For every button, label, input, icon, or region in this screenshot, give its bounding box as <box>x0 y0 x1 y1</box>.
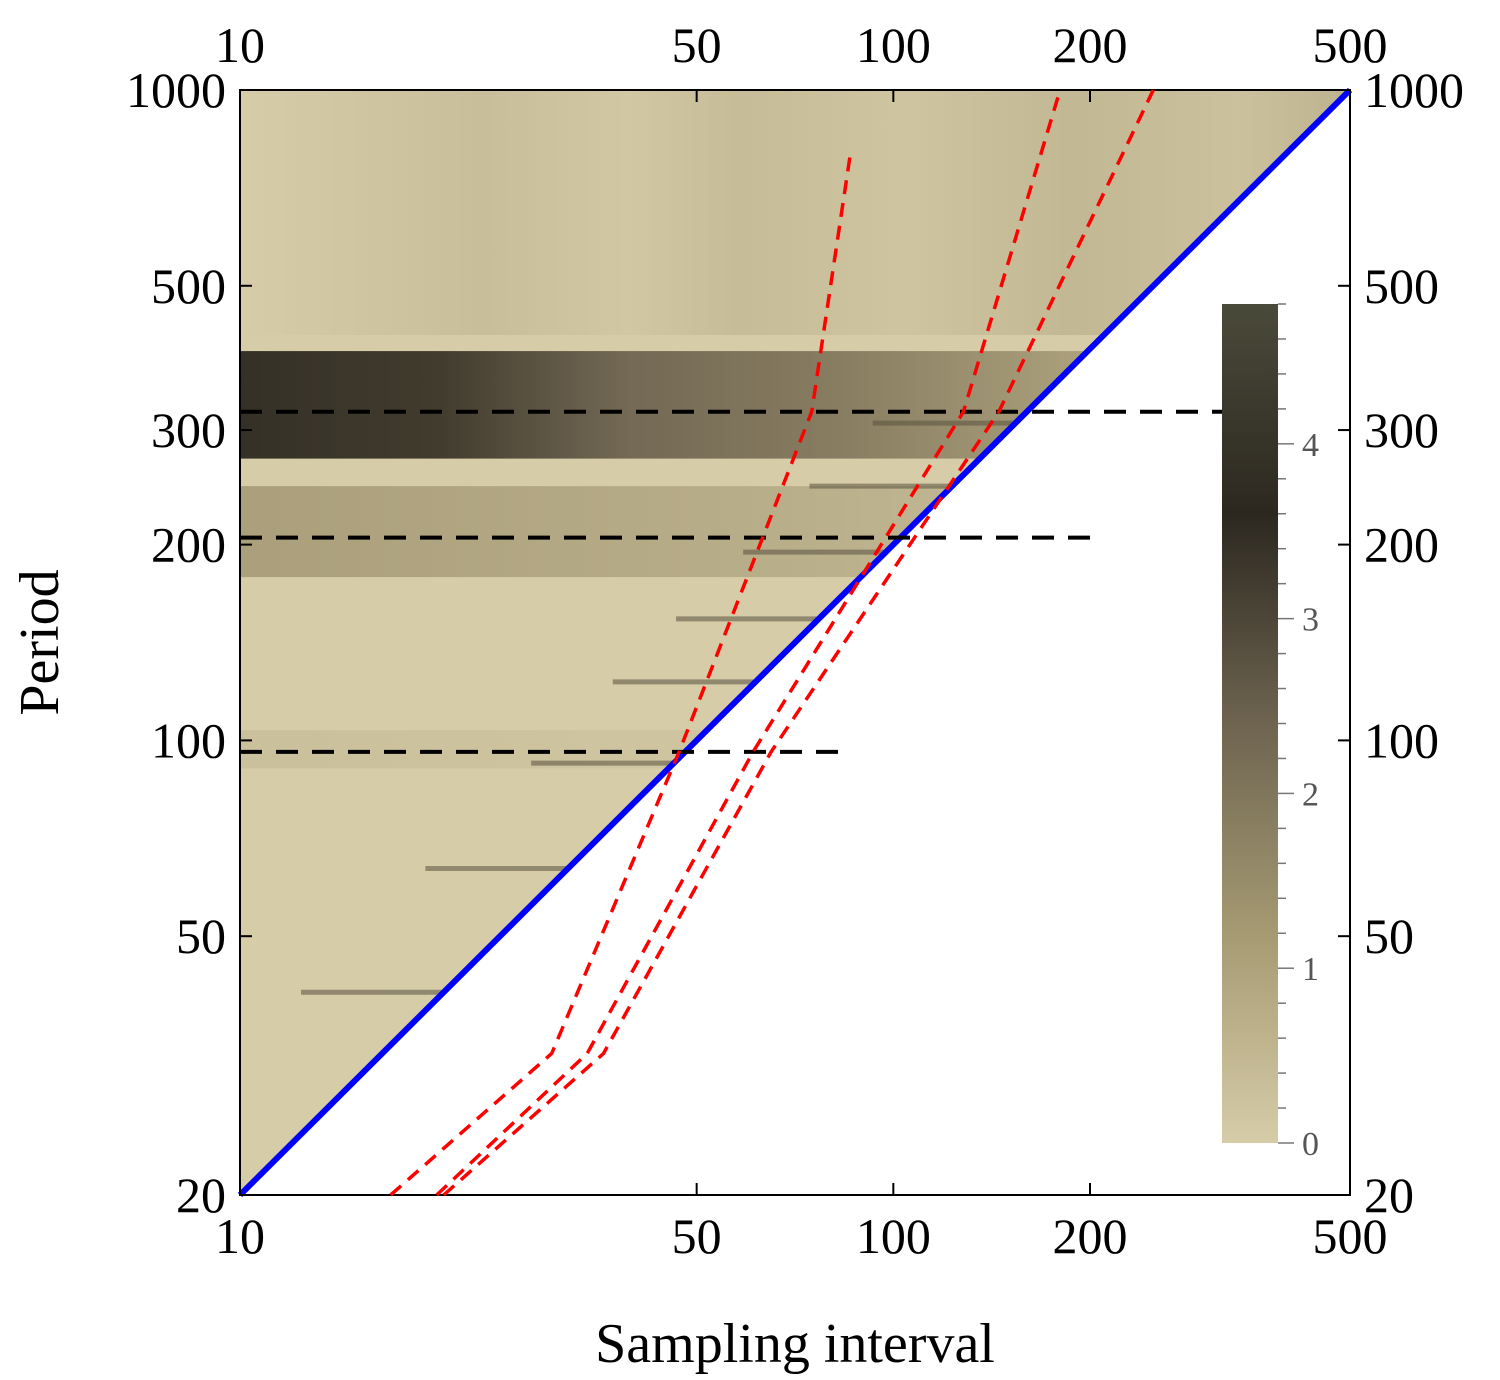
colorbar-tick-label: 4 <box>1302 427 1319 464</box>
y-tick-label-left: 500 <box>151 258 226 314</box>
heatmap-upper-texture <box>240 90 1350 336</box>
red-dashed-curve <box>389 152 853 1197</box>
x-tick-label-bottom: 10 <box>215 1208 265 1264</box>
colorbar-tick-label: 3 <box>1302 602 1319 639</box>
y-tick-label-right: 200 <box>1364 517 1439 573</box>
x-tick-label-top: 100 <box>856 17 931 73</box>
x-axis-title: Sampling interval <box>595 1313 995 1375</box>
y-tick-label-left: 1000 <box>126 62 226 118</box>
colorbar-scale <box>1222 304 1278 1143</box>
y-tick-label-left: 300 <box>151 402 226 458</box>
colorbar-tick-label: 1 <box>1302 951 1319 988</box>
heatmap-band <box>240 351 1350 459</box>
y-tick-label-right: 500 <box>1364 258 1439 314</box>
x-tick-label-bottom: 200 <box>1053 1208 1128 1264</box>
colorbar-ticks: 0 1 2 3 4 <box>1278 303 1319 1163</box>
x-tick-label-bottom: 500 <box>1313 1208 1388 1264</box>
y-tick-label-right: 20 <box>1364 1167 1414 1223</box>
red-dashed-curve <box>435 89 1062 1197</box>
x-tick-label-top: 500 <box>1313 17 1388 73</box>
y-tick-label-right: 100 <box>1364 712 1439 768</box>
y-axis-title: Period <box>9 569 71 715</box>
y-tick-label-right: 300 <box>1364 402 1439 458</box>
colorbar-tick-label: 2 <box>1302 776 1319 813</box>
colorbar: 0 1 2 3 4 <box>1222 303 1319 1163</box>
x-tick-label-top: 200 <box>1053 17 1128 73</box>
red-dashed-curve <box>442 89 1155 1197</box>
axis-ticks <box>239 89 1351 1196</box>
x-tick-label-bottom: 100 <box>856 1208 931 1264</box>
x-tick-label-top: 10 <box>215 17 265 73</box>
x-tick-label-bottom: 50 <box>672 1208 722 1264</box>
y-tick-label-left: 20 <box>176 1167 226 1223</box>
y-tick-label-left: 100 <box>151 712 226 768</box>
x-tick-label-top: 50 <box>672 17 722 73</box>
reference-lines <box>237 87 1353 1198</box>
diagonal-reference-line <box>237 87 1353 1198</box>
y-tick-label-right: 50 <box>1364 908 1414 964</box>
heatmap-band <box>240 486 1350 578</box>
heatmap-band <box>240 730 1350 769</box>
plot-frame <box>239 89 1351 1196</box>
y-tick-label-left: 50 <box>176 908 226 964</box>
y-tick-label-left: 200 <box>151 517 226 573</box>
y-tick-label-right: 1000 <box>1364 62 1464 118</box>
colorbar-tick-label: 0 <box>1302 1126 1319 1163</box>
